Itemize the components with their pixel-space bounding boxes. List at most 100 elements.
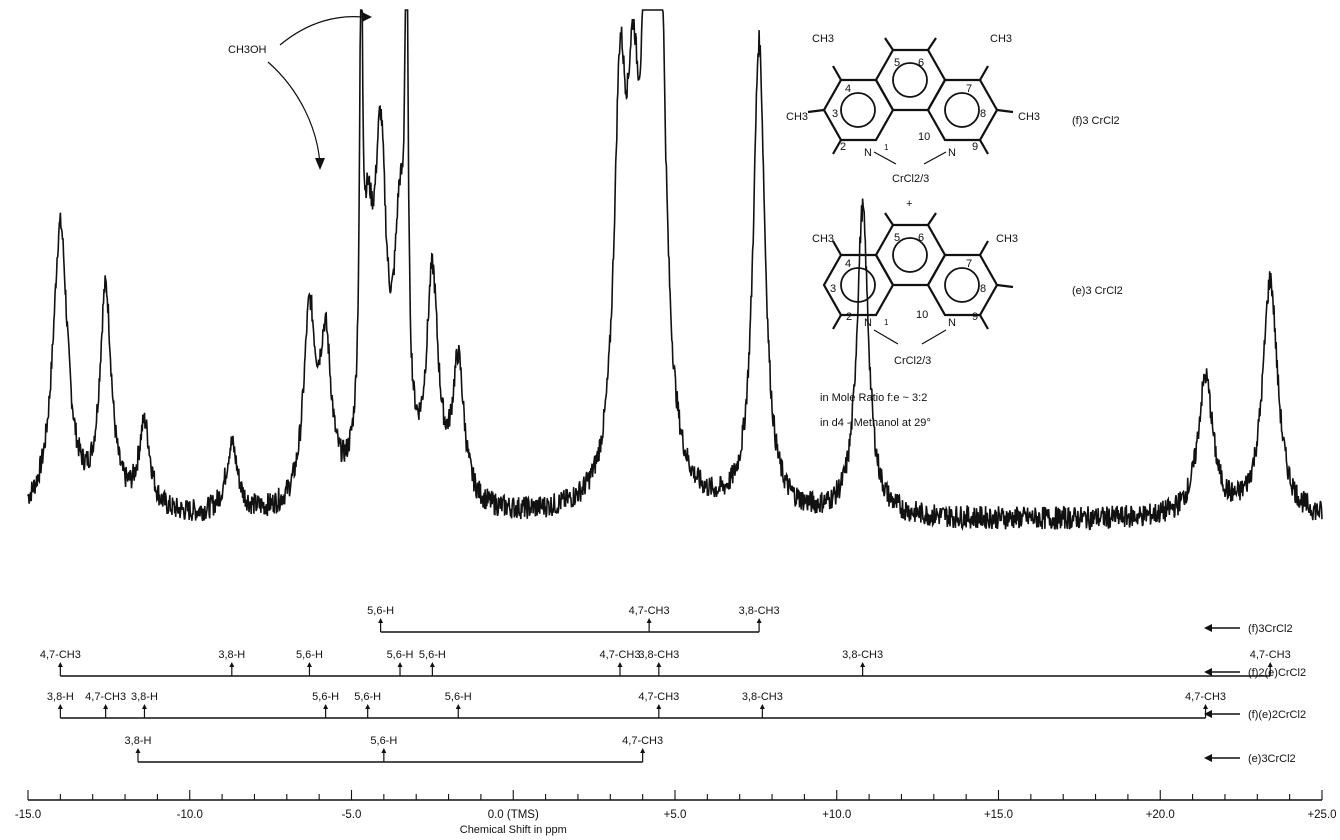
f3-bond-3 — [807, 108, 825, 114]
f3-species-label: (f)3 CrCl2 — [1072, 115, 1120, 127]
e3-nitrogen-right: N — [948, 317, 956, 329]
assignment-label: 3,8-H — [47, 691, 74, 703]
assignment-label: 5,6-H — [367, 605, 394, 617]
f3-central-aromatic — [892, 62, 928, 98]
assignment-label: 3,8-CH3 — [842, 649, 883, 661]
f3-bond-9 — [979, 139, 989, 155]
f3-pos-10: 10 — [918, 131, 930, 143]
e3-nitrogen-left: N — [864, 317, 872, 329]
f3-bond-6 — [927, 37, 937, 51]
x-tick-label: -15.0 — [15, 809, 41, 821]
assignment-label: 3,8-CH3 — [638, 649, 679, 661]
structure-f3-labels: CH3 CH3 CH3 CH3 1 2 3 4 5 6 7 8 9 10 N N… — [786, 33, 1120, 185]
assignment-arrowhead — [381, 748, 387, 753]
assignment-row-(f)3CrCl2: 5,6-H 4,7-CH3 3,8-CH3 (f)3CrCl2 — [367, 605, 1292, 635]
solvent-temperature-note: in d4 - Methanol at 29° — [820, 417, 931, 429]
solvent-label: CH3OH — [228, 44, 267, 56]
e3-bond-8 — [996, 283, 1014, 289]
assignment-arrowhead — [135, 748, 141, 753]
assignment-label: 5,6-H — [445, 691, 472, 703]
f3-pos-6: 6 — [918, 57, 924, 69]
species-pointer-head — [1204, 624, 1212, 632]
species-pointer-head — [1204, 668, 1212, 676]
assignment-label: 5,6-H — [312, 691, 339, 703]
species-label: (e)3CrCl2 — [1248, 753, 1296, 765]
f3-pos-7: 7 — [966, 83, 972, 95]
e3-right-ring — [926, 253, 999, 317]
assignment-label: 3,8-H — [131, 691, 158, 703]
e3-species-label: (e)3 CrCl2 — [1072, 285, 1123, 297]
f3-methyl-7: CH3 — [990, 33, 1012, 45]
f3-bond-8 — [996, 108, 1014, 114]
assignment-arrowhead — [860, 662, 866, 667]
f3-bond-5 — [884, 37, 894, 51]
solvent-annotation: CH3OH — [228, 12, 372, 170]
spectrum-trace — [27, 9, 1323, 531]
assignment-arrowhead — [656, 662, 662, 667]
assignment-label: 5,6-H — [370, 735, 397, 747]
x-tick-label: 0.0 (TMS) — [488, 809, 539, 821]
e3-pos-7: 7 — [966, 258, 972, 270]
f3-methyl-3: CH3 — [786, 111, 808, 123]
e3-left-ring — [822, 253, 895, 317]
f3-methyl-4: CH3 — [812, 33, 834, 45]
solvent-arrow-2 — [267, 61, 321, 166]
assignment-arrowhead — [57, 662, 63, 667]
f3-bond-4 — [832, 65, 842, 81]
spectrum-layer — [27, 9, 1323, 531]
assignment-arrowhead — [323, 704, 329, 709]
assignment-arrowhead — [617, 662, 623, 667]
e3-bond-5 — [884, 212, 894, 226]
e3-bond-2 — [832, 314, 842, 330]
e3-methyl-7: CH3 — [996, 233, 1018, 245]
assignment-label: 4,7-CH3 — [1185, 691, 1226, 703]
assignment-arrowhead — [756, 618, 762, 623]
assignment-arrowhead — [455, 704, 461, 709]
assignment-arrowhead — [378, 618, 384, 623]
f3-left-aromatic — [840, 92, 876, 128]
e3-bond-6 — [927, 212, 937, 226]
e3-bond-9 — [979, 314, 989, 330]
x-tick-label: +10.0 — [822, 809, 851, 821]
e3-pos-5: 5 — [894, 232, 900, 244]
x-tick-label: +25.0 — [1307, 809, 1336, 821]
f3-coord-arrow-right — [923, 151, 947, 165]
assignment-label: 4,7-CH3 — [629, 605, 670, 617]
e3-right-aromatic — [944, 267, 980, 303]
assignment-label: 5,6-H — [419, 649, 446, 661]
species-pointer-head — [1204, 754, 1212, 762]
e3-bond-7 — [979, 240, 989, 256]
e3-coord-arrow-left — [873, 329, 899, 345]
assignment-arrowhead — [429, 662, 435, 667]
assignment-label: 4,7-CH3 — [1250, 649, 1291, 661]
assignment-label: 4,7-CH3 — [622, 735, 663, 747]
assignment-arrowhead — [397, 662, 403, 667]
e3-pos-3: 3 — [830, 283, 836, 295]
f3-methyl-8: CH3 — [1018, 111, 1040, 123]
f3-bond-2 — [832, 139, 842, 155]
assignment-label: 5,6-H — [387, 649, 414, 661]
f3-right-aromatic — [944, 92, 980, 128]
assignment-label: 3,8-CH3 — [739, 605, 780, 617]
x-tick-label: -5.0 — [342, 809, 362, 821]
x-axis: -15.0 -10.0 -5.0 0.0 (TMS) +5.0 +10.0 +15.0 +20… — [15, 790, 1337, 836]
structure-e3 — [822, 212, 1014, 330]
assignment-label: 3,8-H — [125, 735, 152, 747]
e3-central-ring — [874, 223, 947, 287]
f3-pos-2: 2 — [840, 141, 846, 153]
structure-e3-labels: CH3 CH3 1 2 3 4 5 6 7 8 9 10 N N CrCl2/3… — [812, 232, 1123, 367]
assignment-arrowhead — [141, 704, 147, 709]
e3-metal-label: CrCl2/3 — [894, 355, 931, 367]
e3-pos-4: 4 — [845, 258, 851, 270]
f3-pos-5: 5 — [894, 57, 900, 69]
solvent-arrowhead-2 — [315, 158, 325, 170]
f3-coord-arrow-left — [873, 151, 897, 165]
assignment-arrowhead — [57, 704, 63, 709]
mole-ratio-note: in Mole Ratio f:e ~ 3:2 — [820, 392, 927, 404]
assignment-label: 4,7-CH3 — [638, 691, 679, 703]
x-tick-label: +15.0 — [984, 809, 1013, 821]
e3-pos-1: 1 — [884, 318, 889, 327]
solvent-arrow-1 — [279, 16, 363, 46]
